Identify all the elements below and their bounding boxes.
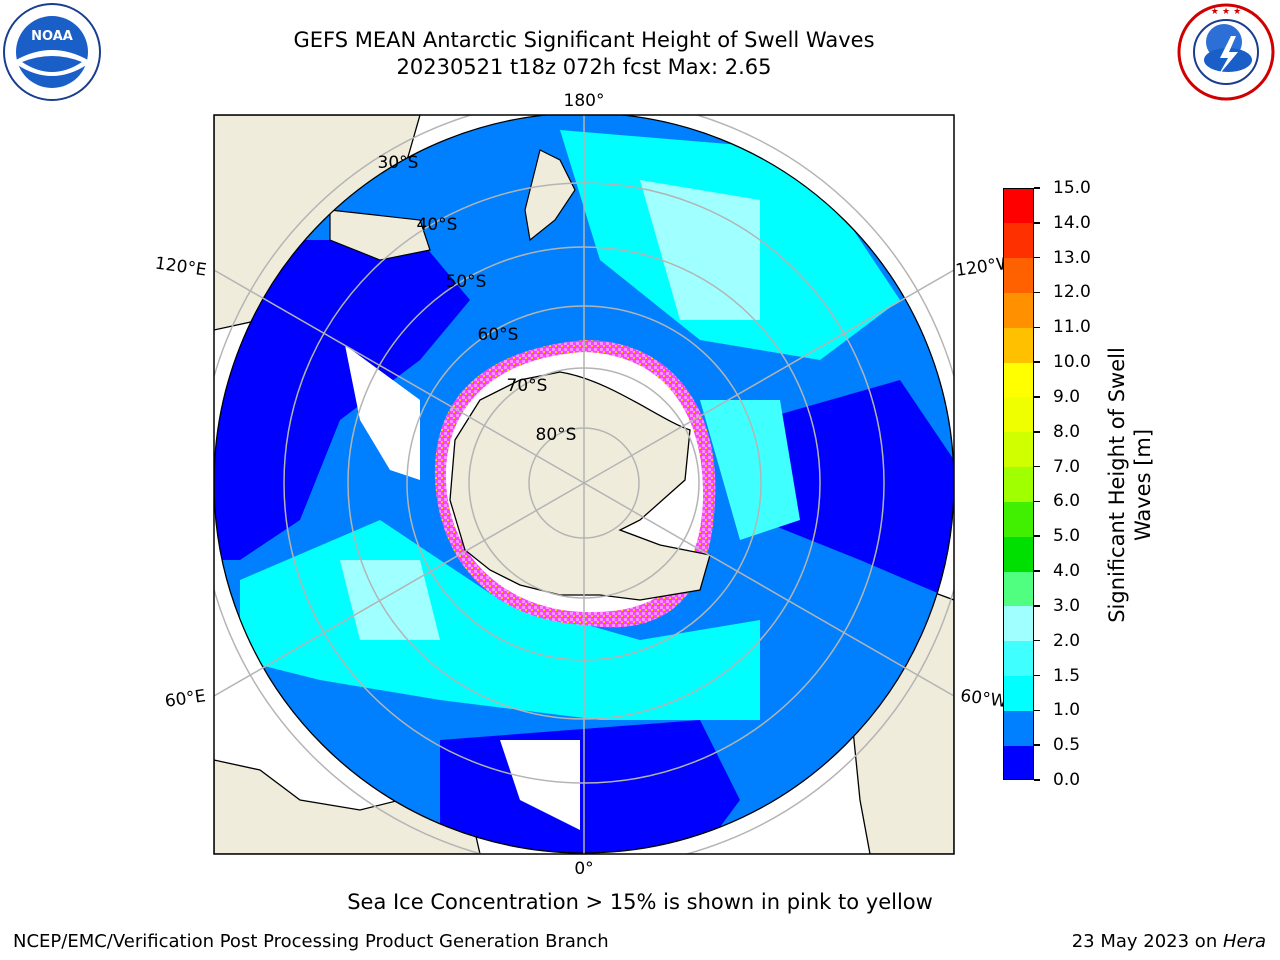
lon-label-lower-left: 60°E (164, 686, 207, 711)
host-name: Hera (1222, 931, 1266, 952)
lat-label-70s: 70°S (507, 376, 548, 396)
colorbar-tick (1034, 361, 1040, 363)
colorbar (1003, 188, 1034, 780)
colorbar-segment (1004, 745, 1033, 779)
colorbar-title-line1: Significant Height of Swell (1105, 347, 1129, 623)
lat-label-30s: 30°S (378, 153, 419, 173)
colorbar-tick (1034, 465, 1040, 468)
colorbar-tick (1034, 744, 1040, 746)
colorbar-segment (1004, 223, 1033, 259)
noaa-logo-text: NOAA (31, 29, 73, 44)
colorbar-tick (1034, 674, 1040, 677)
colorbar-tick-label: 6.0 (1053, 491, 1081, 512)
colorbar-tick (1034, 326, 1040, 329)
colorbar-tick-label: 7.0 (1053, 456, 1081, 477)
colorbar-title: Significant Height of Swell Waves [m] (1104, 347, 1156, 623)
colorbar-tick (1034, 187, 1040, 189)
lat-label-80s: 80°S (536, 425, 577, 445)
lon-label-lower-right: 60°W (959, 686, 1008, 712)
land-nz (524, 149, 576, 242)
colorbar-tick (1034, 535, 1040, 537)
colorbar-tick (1034, 431, 1040, 433)
colorbar-segment (1004, 327, 1033, 363)
colorbar-tick-label: 14.0 (1053, 212, 1091, 233)
colorbar-tick-label: 3.0 (1053, 595, 1081, 616)
date-stamp: 23 May 2023 on Hera (1072, 931, 1266, 952)
lat-label-50s: 50°S (446, 272, 487, 292)
colorbar-tick-label: 0.0 (1053, 770, 1081, 790)
colorbar-segment (1004, 606, 1033, 642)
colorbar-tick (1034, 256, 1040, 259)
map-frame (213, 114, 955, 855)
field-low-2 (440, 720, 740, 853)
colorbar-tick (1034, 639, 1040, 642)
colorbar-segment (1004, 501, 1033, 537)
lat-label-40s: 40°S (417, 215, 458, 235)
colorbar-tick (1034, 709, 1040, 712)
lat-label-60s: 60°S (478, 325, 519, 345)
colorbar-tick-label: 5.0 (1053, 526, 1081, 547)
sea-ice-note-text: Sea Ice Concentration > 15% is shown in … (347, 890, 933, 914)
colorbar-tick (1034, 222, 1040, 224)
field-low-1 (214, 240, 470, 560)
colorbar-segment (1004, 571, 1033, 607)
lon-label-top: 180° (564, 91, 605, 111)
colorbar-tick (1034, 570, 1040, 572)
colorbar-segment (1004, 362, 1033, 398)
date-text: 23 May 2023 on (1071, 931, 1223, 952)
colorbar-tick-label: 1.5 (1053, 665, 1081, 686)
field-high-5 (700, 400, 800, 540)
land-australia-inner (329, 209, 431, 261)
colorbar-tick (1034, 291, 1040, 294)
colorbar-segment (1004, 467, 1033, 502)
colorbar-tick-label: 15.0 (1053, 178, 1091, 198)
chart-subtitle: 20230521 t18z 072h fcst Max: 2.65 (396, 55, 772, 79)
colorbar-tick (1034, 396, 1040, 398)
lon-label-bottom: 0° (574, 859, 593, 879)
colorbar-tick-label: 12.0 (1053, 282, 1091, 303)
colorbar-tick-label: 13.0 (1053, 247, 1091, 268)
noaa-logo: NOAA (3, 3, 101, 101)
colorbar-segment (1004, 432, 1033, 468)
colorbar-tick (1034, 605, 1040, 607)
colorbar-tick-label: 2.0 (1053, 630, 1081, 651)
mask-region-2 (500, 740, 580, 830)
field-high-2 (640, 180, 760, 320)
colorbar-tick-label: 0.5 (1053, 735, 1081, 756)
colorbar-tick-label: 1.0 (1053, 700, 1081, 721)
colorbar-segment (1004, 292, 1033, 328)
svg-text:★ ★ ★: ★ ★ ★ (1211, 7, 1241, 17)
nws-logo: ★ ★ ★ (1177, 3, 1275, 101)
graticule (214, 115, 954, 854)
colorbar-tick (1034, 779, 1040, 781)
colorbar-segment (1004, 641, 1033, 677)
colorbar-title-line2: Waves [m] (1131, 428, 1155, 542)
sea-ice-note: Sea Ice Concentration > 15% is shown in … (0, 890, 1280, 914)
colorbar-segment (1004, 710, 1033, 746)
colorbar-tick (1034, 500, 1040, 503)
lon-label-upper-left: 120°E (154, 254, 208, 281)
colorbar-tick-label: 4.0 (1053, 561, 1081, 582)
map-frame-content (214, 115, 954, 854)
colorbar-segment (1004, 258, 1033, 293)
mask-region-1 (345, 345, 420, 480)
colorbar-tick-label: 9.0 (1053, 386, 1081, 407)
colorbar-segment (1004, 676, 1033, 711)
field-low-3 (760, 380, 954, 600)
colorbar-tick-label: 10.0 (1053, 352, 1091, 373)
colorbar-segment (1004, 189, 1033, 224)
credit-text: NCEP/EMC/Verification Post Processing Pr… (13, 931, 609, 952)
chart-title: GEFS MEAN Antarctic Significant Height o… (293, 28, 875, 52)
colorbar-tick-label: 11.0 (1053, 317, 1091, 338)
colorbar-tick-label: 8.0 (1053, 421, 1081, 442)
colorbar-segment (1004, 397, 1033, 433)
colorbar-segment (1004, 536, 1033, 572)
